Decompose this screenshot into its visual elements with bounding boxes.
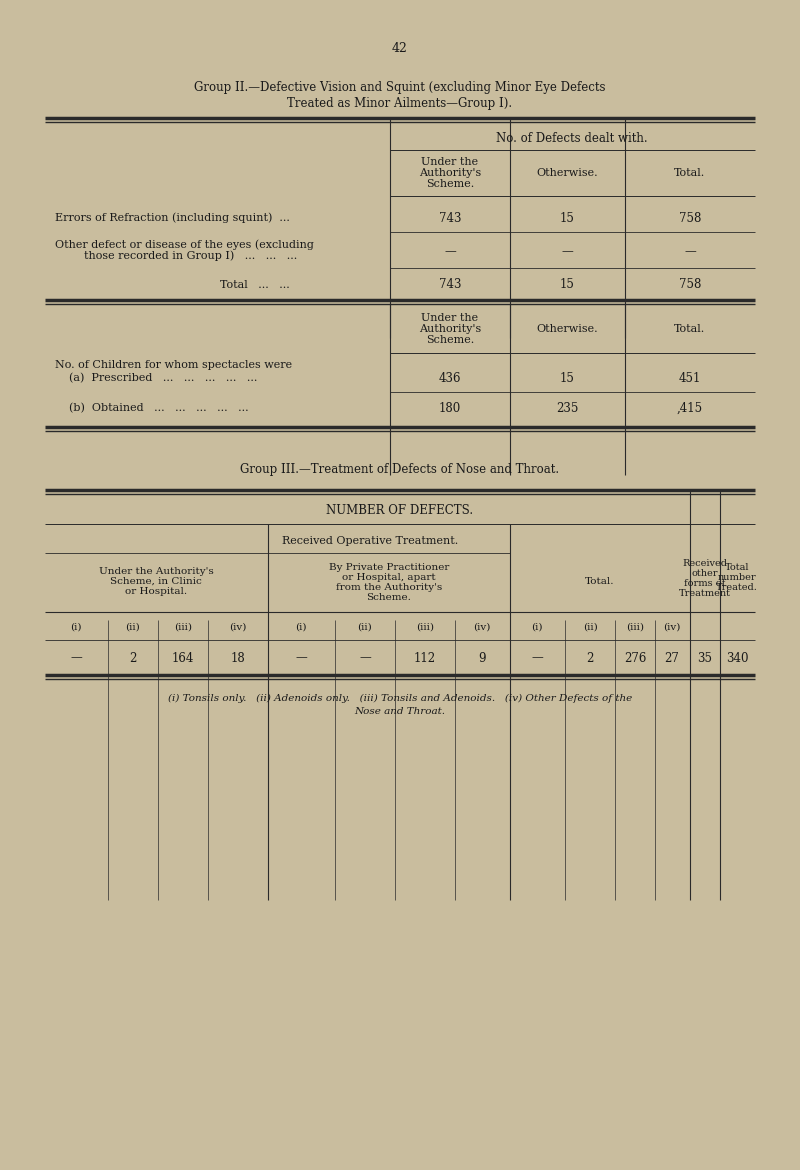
Text: —: — [531, 652, 543, 665]
Text: 18: 18 [230, 652, 246, 665]
Text: —: — [684, 246, 696, 259]
Text: —: — [295, 652, 307, 665]
Text: 276: 276 [624, 652, 646, 665]
Text: 758: 758 [679, 278, 701, 291]
Text: Scheme.: Scheme. [426, 179, 474, 190]
Text: Total.: Total. [674, 168, 706, 178]
Text: No. of Children for whom spectacles were: No. of Children for whom spectacles were [55, 360, 292, 370]
Text: Received Operative Treatment.: Received Operative Treatment. [282, 536, 458, 546]
Text: Under the: Under the [422, 157, 478, 167]
Text: (iv): (iv) [474, 622, 490, 632]
Text: Authority's: Authority's [419, 324, 481, 333]
Text: 164: 164 [172, 652, 194, 665]
Text: Under the Authority's: Under the Authority's [98, 566, 214, 576]
Text: (i): (i) [295, 622, 306, 632]
Text: (ii): (ii) [358, 622, 372, 632]
Text: (iv): (iv) [230, 622, 246, 632]
Text: —: — [561, 246, 573, 259]
Text: (iv): (iv) [663, 622, 681, 632]
Text: (a)  Prescribed   ...   ...   ...   ...   ...: (a) Prescribed ... ... ... ... ... [55, 373, 258, 383]
Text: Total: Total [725, 563, 750, 571]
Text: 451: 451 [679, 372, 701, 385]
Text: 743: 743 [438, 278, 462, 291]
Text: (i) Tonsils only.   (ii) Adenoids only.   (iii) Tonsils and Adenoids.   (iv) Oth: (i) Tonsils only. (ii) Adenoids only. (i… [168, 694, 632, 702]
Text: (iii): (iii) [416, 622, 434, 632]
Text: Treated as Minor Ailments—Group I).: Treated as Minor Ailments—Group I). [287, 96, 513, 110]
Text: 42: 42 [392, 41, 408, 55]
Text: (ii): (ii) [582, 622, 598, 632]
Text: Total   ...   ...: Total ... ... [220, 280, 290, 290]
Text: number: number [718, 572, 756, 581]
Text: 112: 112 [414, 652, 436, 665]
Text: or Hospital, apart: or Hospital, apart [342, 572, 436, 581]
Text: (i): (i) [70, 622, 82, 632]
Text: 340: 340 [726, 652, 748, 665]
Text: 15: 15 [559, 372, 574, 385]
Text: No. of Defects dealt with.: No. of Defects dealt with. [496, 131, 648, 145]
Text: NUMBER OF DEFECTS.: NUMBER OF DEFECTS. [326, 504, 474, 517]
Text: Scheme, in Clinic: Scheme, in Clinic [110, 577, 202, 585]
Text: Nose and Throat.: Nose and Throat. [354, 707, 446, 716]
Text: forms of: forms of [684, 578, 726, 587]
Text: 35: 35 [698, 652, 713, 665]
Text: 2: 2 [586, 652, 594, 665]
Text: By Private Practitioner: By Private Practitioner [329, 563, 449, 571]
Text: Other defect or disease of the eyes (excluding: Other defect or disease of the eyes (exc… [55, 240, 314, 250]
Text: Errors of Refraction (including squint)  ...: Errors of Refraction (including squint) … [55, 213, 290, 223]
Text: Under the: Under the [422, 314, 478, 323]
Text: ,415: ,415 [677, 401, 703, 414]
Text: Group II.—Defective Vision and Squint (excluding Minor Eye Defects: Group II.—Defective Vision and Squint (e… [194, 82, 606, 95]
Text: 758: 758 [679, 212, 701, 225]
Text: 2: 2 [130, 652, 137, 665]
Text: from the Authority's: from the Authority's [336, 583, 442, 592]
Text: Treated.: Treated. [716, 583, 758, 592]
Text: 15: 15 [559, 212, 574, 225]
Text: 180: 180 [439, 401, 461, 414]
Text: Authority's: Authority's [419, 168, 481, 178]
Text: Total.: Total. [586, 577, 614, 585]
Text: 235: 235 [556, 401, 578, 414]
Text: —: — [70, 652, 82, 665]
Text: 743: 743 [438, 212, 462, 225]
Text: 9: 9 [478, 652, 486, 665]
Text: (iii): (iii) [626, 622, 644, 632]
Text: Treatment: Treatment [679, 589, 731, 598]
Text: 436: 436 [438, 372, 462, 385]
Text: (ii): (ii) [126, 622, 140, 632]
Text: Received: Received [682, 558, 727, 567]
Text: Otherwise.: Otherwise. [536, 168, 598, 178]
Text: or Hospital.: or Hospital. [125, 586, 187, 596]
Text: Group III.—Treatment of Defects of Nose and Throat.: Group III.—Treatment of Defects of Nose … [241, 463, 559, 476]
Text: 15: 15 [559, 278, 574, 291]
Text: Otherwise.: Otherwise. [536, 324, 598, 333]
Text: Total.: Total. [674, 324, 706, 333]
Text: —: — [359, 652, 371, 665]
Text: other: other [692, 569, 718, 578]
Text: Scheme.: Scheme. [366, 592, 411, 601]
Text: (iii): (iii) [174, 622, 192, 632]
Text: (b)  Obtained   ...   ...   ...   ...   ...: (b) Obtained ... ... ... ... ... [55, 402, 249, 413]
Text: Scheme.: Scheme. [426, 335, 474, 345]
Text: (i): (i) [531, 622, 542, 632]
Text: 27: 27 [665, 652, 679, 665]
Text: those recorded in Group I)   ...   ...   ...: those recorded in Group I) ... ... ... [70, 250, 298, 261]
Text: —: — [444, 246, 456, 259]
